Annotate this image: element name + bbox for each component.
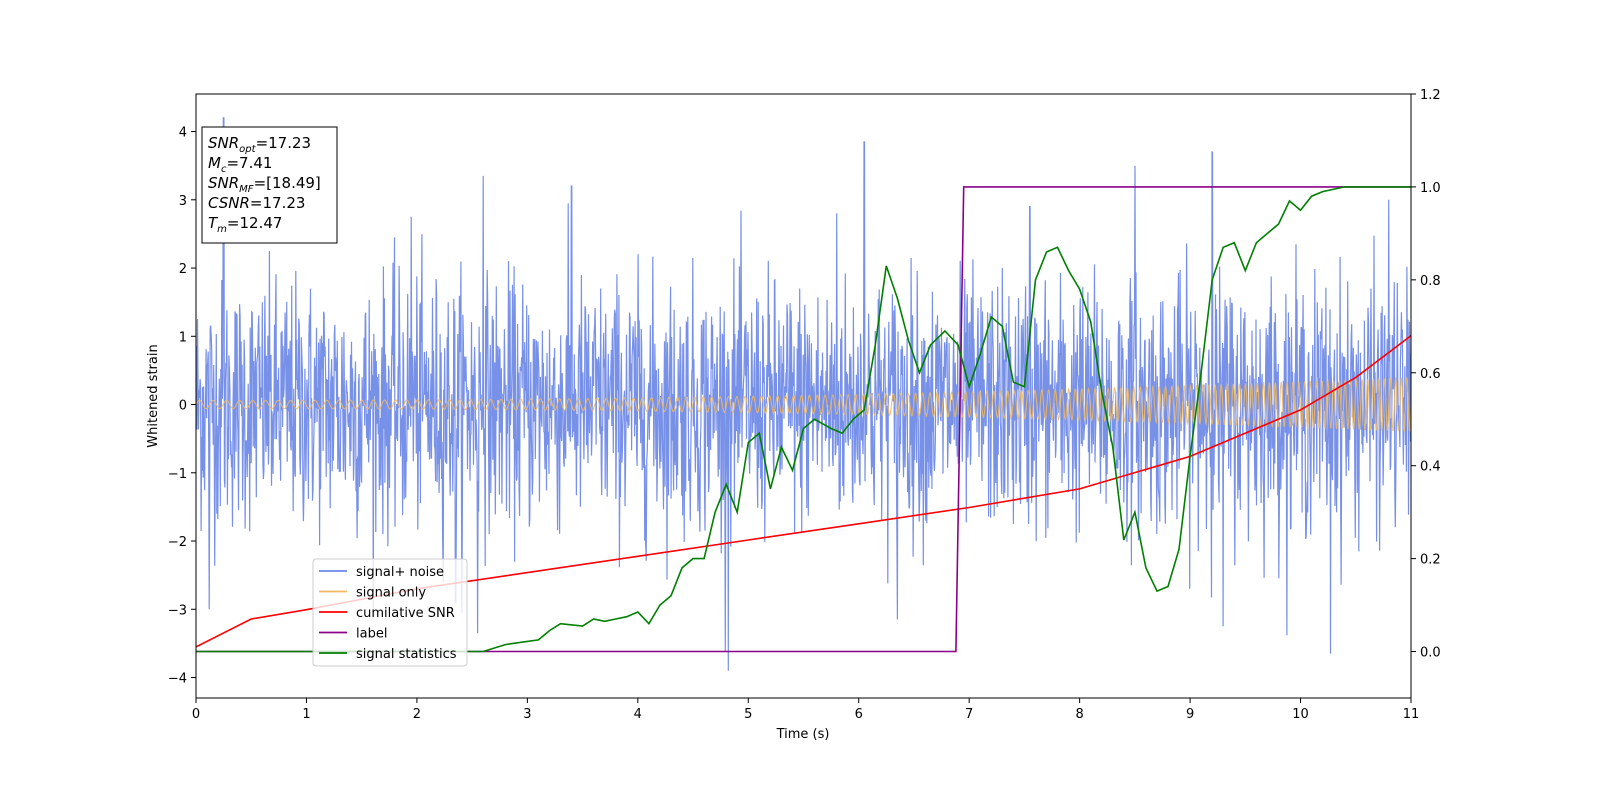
legend-label: label <box>356 627 387 642</box>
stats-annotation-box: SNRopt=17.23Mc=7.41SNRMF=[18.49]CSNR=17.… <box>201 126 338 244</box>
series-line-signal-only <box>196 376 1411 433</box>
annotation-line: SNRopt=17.23 <box>208 134 311 155</box>
x-tick-label: 3 <box>523 707 531 722</box>
x-tick-label: 11 <box>1403 707 1420 722</box>
y-tick-label: −3 <box>168 603 187 618</box>
y2-tick-label: 0.6 <box>1420 367 1441 382</box>
annotation-line: Mc=7.41 <box>208 154 272 175</box>
y-tick-label: 2 <box>179 262 187 277</box>
annotation-line: Tm=12.47 <box>208 214 282 235</box>
y-tick-label: −4 <box>168 672 187 687</box>
annotation-frame <box>201 126 338 244</box>
x-tick-label: 4 <box>634 707 642 722</box>
series-line-signal-noise <box>196 117 1411 671</box>
y2-tick-label: 0.4 <box>1420 460 1441 475</box>
x-tick-label: 5 <box>744 707 752 722</box>
y-tick-label: 1 <box>179 330 187 345</box>
y-tick-label: −2 <box>168 535 187 550</box>
x-tick-label: 10 <box>1292 707 1309 722</box>
y2-tick-label: 1.2 <box>1420 88 1441 103</box>
x-tick-label: 1 <box>302 707 310 722</box>
y-tick-label: −1 <box>168 467 187 482</box>
x-tick-label: 2 <box>413 707 421 722</box>
annotation-line: SNRMF=[18.49] <box>208 174 321 195</box>
legend-frame <box>312 558 468 667</box>
legend-label: cumilative SNR <box>356 606 455 621</box>
y2-tick-label: 0.0 <box>1420 646 1441 661</box>
series-line-signal-statistics <box>196 186 1411 653</box>
y2-tick-label: 1.0 <box>1420 181 1441 196</box>
x-tick-label: 8 <box>1075 707 1083 722</box>
y2-tick-label: 0.8 <box>1420 274 1441 289</box>
legend-label: signal only <box>356 586 426 601</box>
annotation-line: CSNR=17.23 <box>208 194 305 212</box>
plot-frame <box>195 93 1412 699</box>
y-axis-label: Whitened strain <box>146 344 161 447</box>
y-tick-label: 0 <box>179 399 187 414</box>
y-tick-label: 4 <box>179 126 187 141</box>
x-tick-label: 7 <box>965 707 973 722</box>
y-tick-label: 3 <box>179 194 187 209</box>
legend: signal+ noise signal only cumilative SNR la… <box>312 558 468 667</box>
legend-label: signal+ noise <box>356 565 444 580</box>
legend-label: signal statistics <box>356 647 457 662</box>
x-tick-label: 0 <box>192 707 200 722</box>
x-tick-label: 6 <box>855 707 863 722</box>
y2-tick-label: 0.2 <box>1420 553 1441 568</box>
series-line-label <box>196 186 1411 653</box>
x-axis-label: Time (s) <box>776 727 830 742</box>
x-tick-label: 9 <box>1186 707 1194 722</box>
